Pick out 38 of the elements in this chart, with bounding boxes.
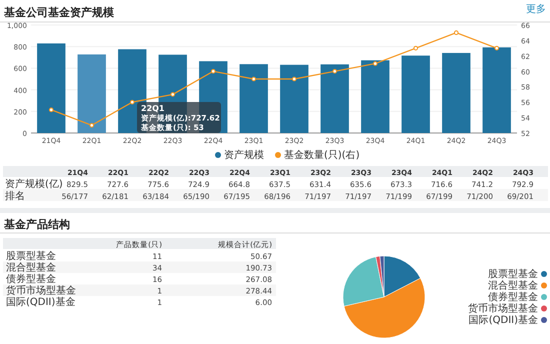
category-label: 国际(QDII)基金 — [6, 296, 76, 308]
category-label: 债券型基金 — [6, 273, 56, 285]
legend-label: 资产规模 — [224, 149, 264, 161]
bar — [402, 56, 430, 133]
category-label: 货币市场型基金 — [6, 284, 76, 296]
point — [292, 76, 297, 82]
point — [89, 122, 94, 128]
bar — [37, 43, 66, 133]
bar — [442, 52, 470, 133]
text: 排名 — [5, 190, 25, 202]
point — [48, 108, 54, 112]
legend-label: 货币市场型基金 — [468, 302, 538, 314]
bar — [320, 64, 349, 133]
point — [454, 30, 459, 36]
point — [413, 46, 418, 50]
bar — [280, 64, 308, 133]
legend-label: 债券型基金 — [488, 291, 538, 303]
point — [130, 100, 135, 104]
text: 基金产品结构 — [3, 218, 70, 231]
point — [251, 76, 256, 82]
legend-label: 混合型基金 — [488, 280, 538, 292]
bar — [482, 47, 511, 133]
point — [170, 92, 176, 97]
point — [372, 61, 378, 66]
text: 资产规模(亿) — [5, 178, 63, 190]
text: 更多 — [526, 3, 546, 15]
point — [332, 68, 338, 74]
category-label: 股票型基金 — [6, 250, 56, 262]
category-label: 混合型基金 — [6, 262, 56, 274]
legend-label: 国际(QDII)基金 — [468, 314, 538, 326]
legend-label: 股票型基金 — [488, 268, 538, 280]
bar — [361, 60, 390, 133]
legend-label: 基金数量(只)(右) — [284, 149, 360, 161]
bar — [240, 64, 268, 133]
point — [210, 68, 216, 74]
point — [494, 46, 500, 50]
chart-title: 基金公司基金资产规模 — [3, 6, 115, 19]
bar — [78, 54, 106, 133]
